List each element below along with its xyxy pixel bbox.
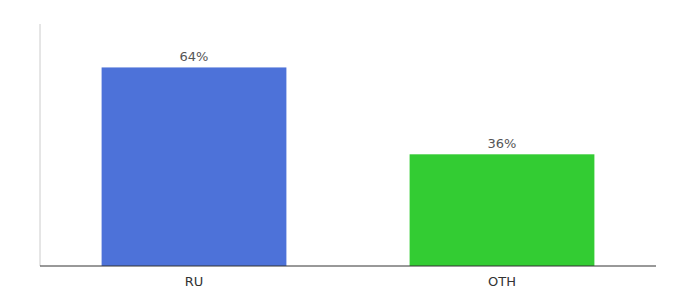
bars <box>102 67 595 266</box>
x-tick-label: OTH <box>488 274 516 289</box>
data-label: 36% <box>488 136 517 151</box>
x-tick-label: RU <box>185 274 204 289</box>
data-label: 64% <box>180 49 209 64</box>
bar <box>102 67 287 266</box>
chart-container: RU OTH 64% 36% <box>0 0 680 300</box>
x-axis-line <box>40 266 656 267</box>
bar <box>410 154 595 266</box>
y-axis-line <box>40 24 41 266</box>
chart-svg: RU OTH 64% 36% <box>0 0 680 300</box>
